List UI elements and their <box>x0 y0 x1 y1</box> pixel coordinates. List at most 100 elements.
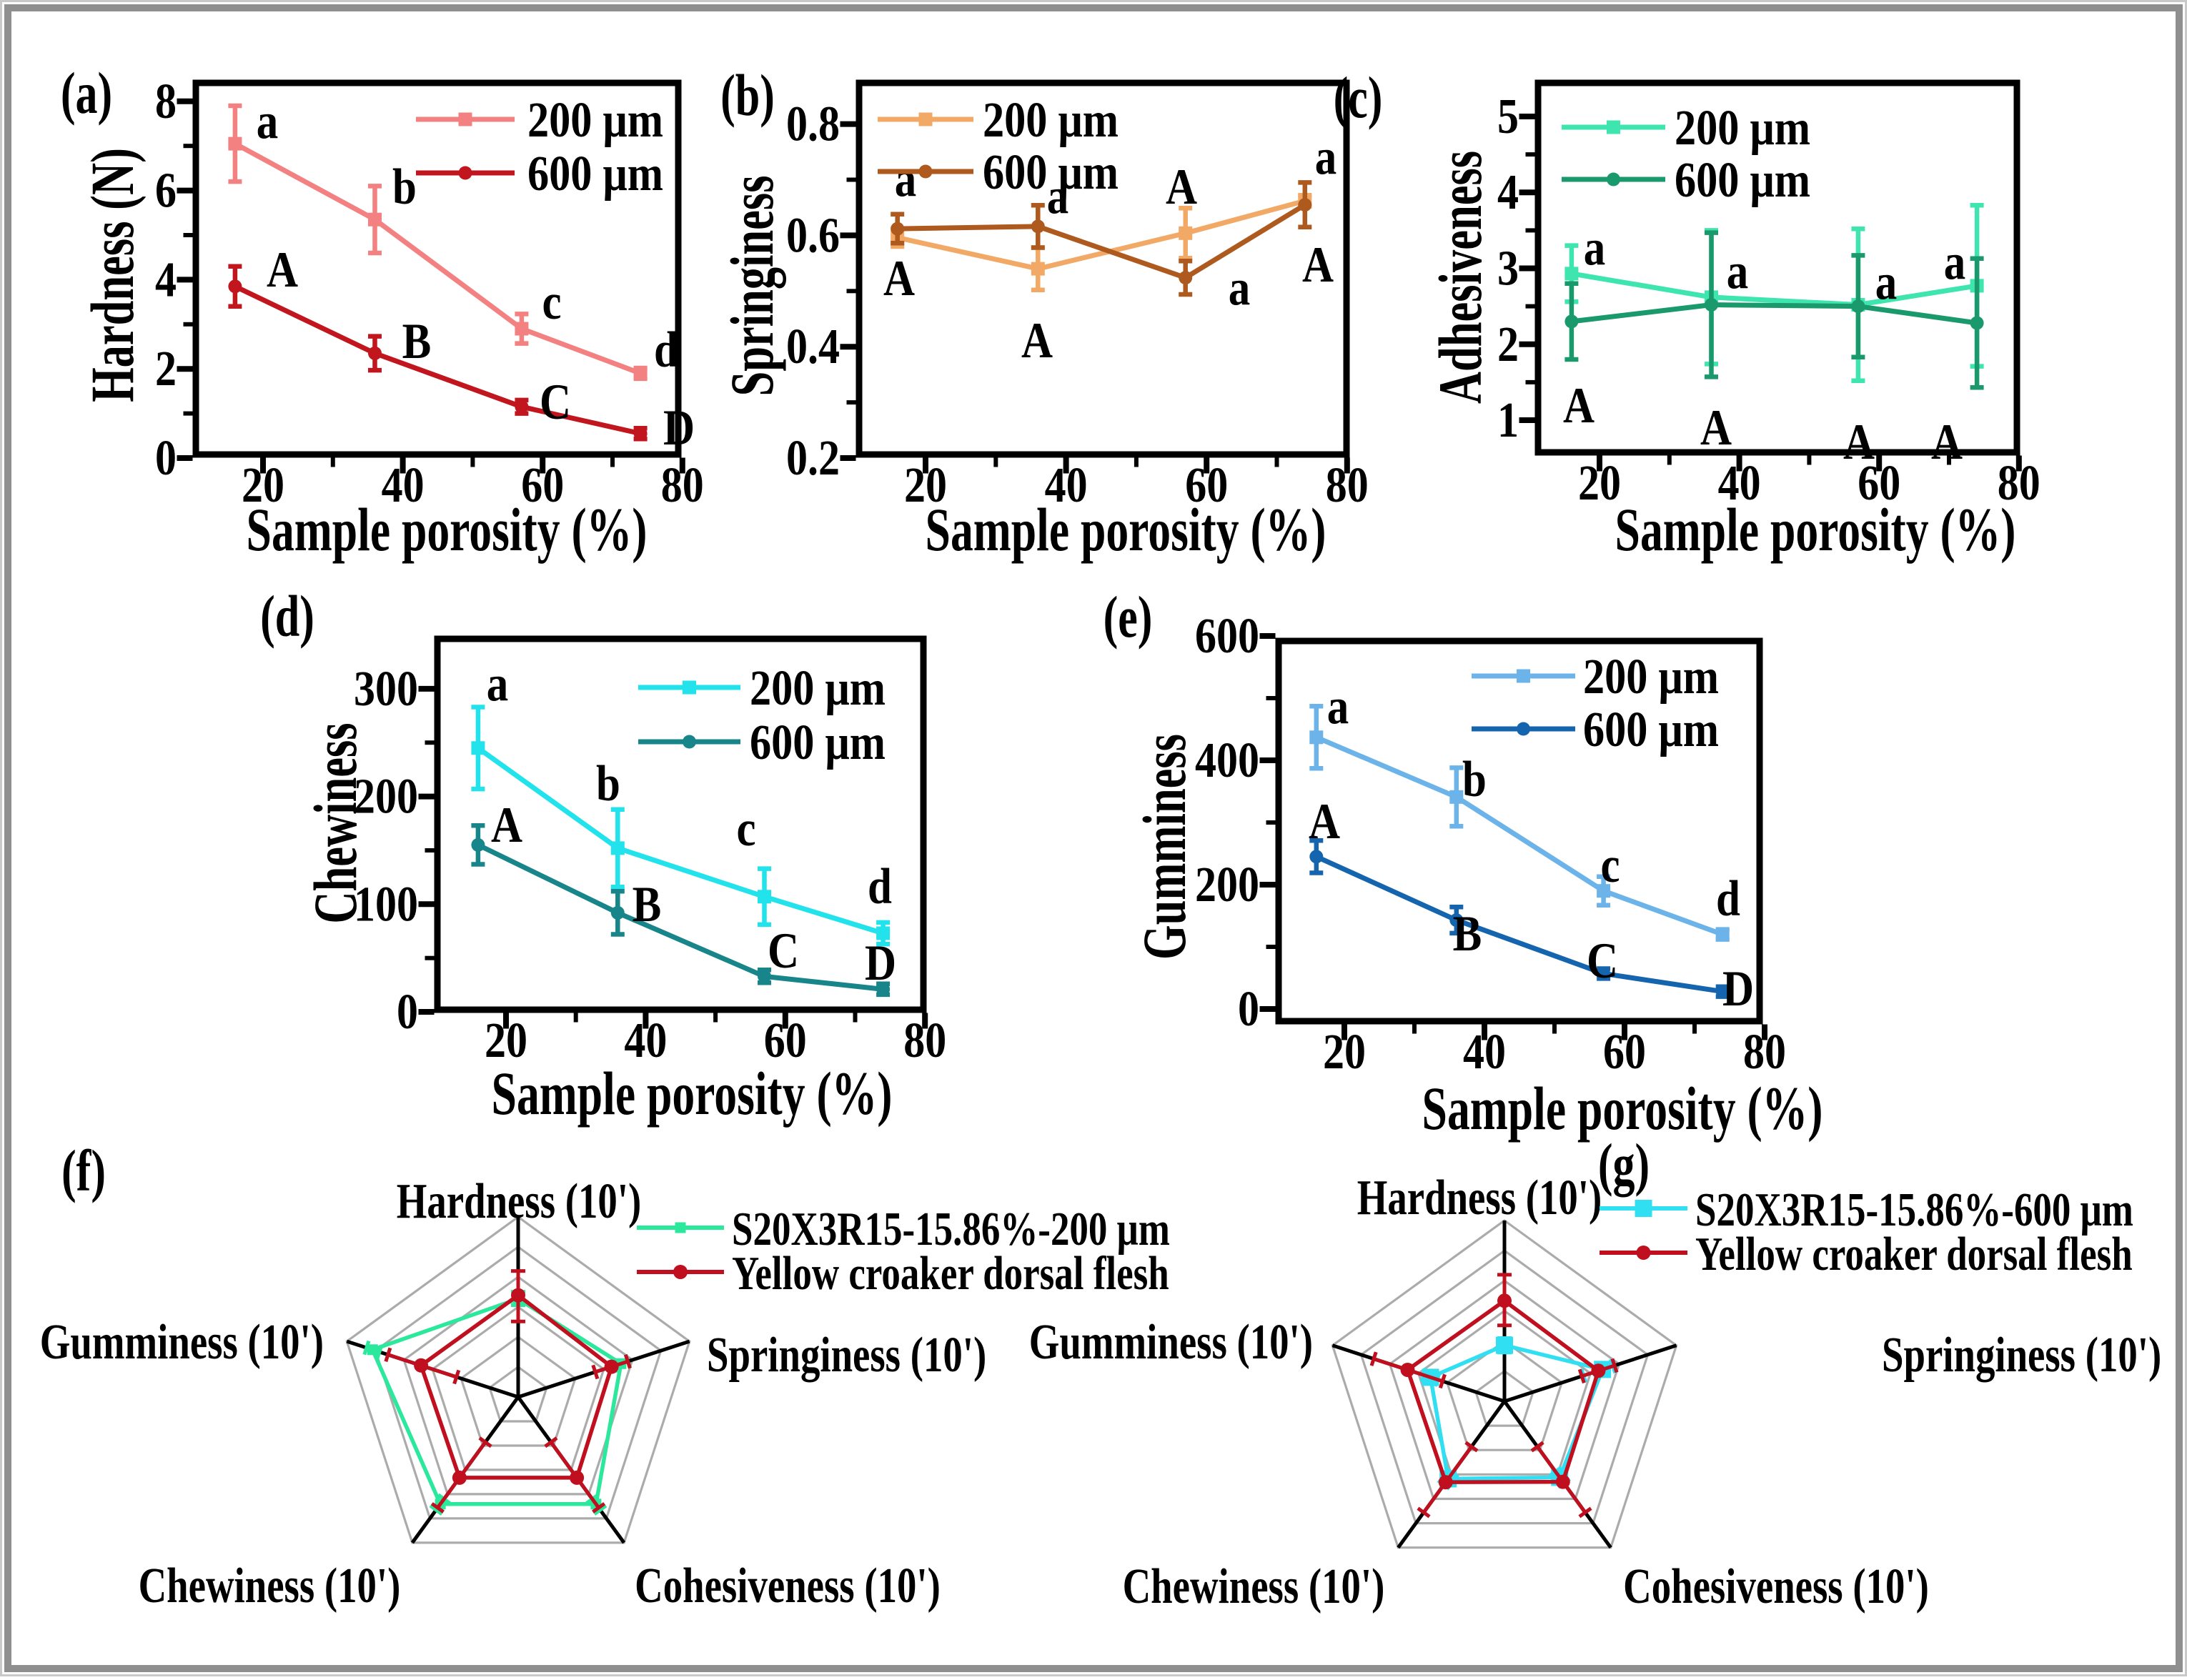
svg-text:Chewiness: Chewiness <box>302 722 370 923</box>
svg-text:20: 20 <box>1323 1025 1366 1080</box>
svg-text:Hardness (N): Hardness (N) <box>79 148 147 402</box>
svg-text:(d): (d) <box>260 583 314 649</box>
svg-text:6: 6 <box>155 163 177 218</box>
svg-text:A: A <box>883 251 915 307</box>
svg-text:60: 60 <box>1603 1025 1646 1080</box>
svg-text:c: c <box>736 801 755 857</box>
svg-text:A: A <box>1931 414 1963 470</box>
svg-text:a: a <box>487 656 508 712</box>
svg-text:20: 20 <box>904 458 947 513</box>
svg-text:0.2: 0.2 <box>786 431 840 486</box>
svg-text:a: a <box>895 151 916 207</box>
svg-text:(e): (e) <box>1104 584 1153 650</box>
svg-text:a: a <box>1327 679 1349 735</box>
svg-text:A: A <box>491 797 522 853</box>
svg-text:100: 100 <box>354 877 418 932</box>
svg-text:200 μm: 200 μm <box>1583 650 1719 705</box>
svg-text:40: 40 <box>1463 1025 1506 1080</box>
svg-text:C: C <box>540 374 571 430</box>
svg-text:d: d <box>1716 871 1740 927</box>
svg-text:Sample porosity (%): Sample porosity (%) <box>247 497 648 564</box>
svg-text:Sample porosity (%): Sample porosity (%) <box>926 497 1326 564</box>
svg-text:Yellow croaker dorsal flesh: Yellow croaker dorsal flesh <box>732 1247 1169 1300</box>
svg-text:8: 8 <box>155 74 177 129</box>
svg-text:600 μm: 600 μm <box>527 146 663 202</box>
svg-text:200: 200 <box>1195 858 1259 913</box>
svg-text:a: a <box>1727 244 1748 299</box>
svg-text:A: A <box>1166 159 1197 215</box>
svg-text:20: 20 <box>242 458 284 513</box>
svg-text:D: D <box>1722 961 1754 1017</box>
svg-text:a: a <box>1875 254 1897 310</box>
svg-text:300: 300 <box>354 662 418 717</box>
svg-text:Cohesiveness (10'): Cohesiveness (10') <box>1623 1559 1929 1614</box>
svg-text:Sample porosity (%): Sample porosity (%) <box>1422 1075 1823 1143</box>
svg-text:Gumminess (10'): Gumminess (10') <box>40 1314 324 1370</box>
svg-text:d: d <box>654 322 678 378</box>
svg-text:Chewiness (10'): Chewiness (10') <box>1123 1559 1385 1614</box>
svg-text:0.4: 0.4 <box>786 319 840 374</box>
svg-text:(g): (g) <box>1598 1131 1650 1197</box>
svg-text:2: 2 <box>155 342 177 397</box>
svg-text:40: 40 <box>382 458 425 513</box>
svg-text:a: a <box>1047 169 1068 224</box>
svg-text:200: 200 <box>354 769 418 824</box>
svg-text:C: C <box>1587 933 1618 989</box>
svg-text:80: 80 <box>1326 458 1369 513</box>
svg-text:5: 5 <box>1497 89 1519 144</box>
svg-text:a: a <box>1315 129 1336 185</box>
svg-text:40: 40 <box>1718 456 1761 511</box>
svg-text:(b): (b) <box>720 62 775 128</box>
svg-text:Yellow croaker dorsal flesh: Yellow croaker dorsal flesh <box>1695 1228 2133 1281</box>
svg-text:80: 80 <box>661 458 704 513</box>
svg-text:0: 0 <box>1238 982 1259 1037</box>
svg-text:3: 3 <box>1497 241 1519 296</box>
svg-text:C: C <box>768 923 799 979</box>
svg-text:40: 40 <box>1045 458 1088 513</box>
svg-text:Cohesiveness (10'): Cohesiveness (10') <box>635 1558 941 1614</box>
svg-text:0.6: 0.6 <box>786 208 840 263</box>
svg-text:4: 4 <box>155 252 177 307</box>
svg-text:4: 4 <box>1497 165 1519 220</box>
svg-text:80: 80 <box>1743 1025 1786 1080</box>
svg-text:200 μm: 200 μm <box>983 93 1119 148</box>
svg-text:1: 1 <box>1497 393 1519 448</box>
svg-text:Gumminess: Gumminess <box>1131 734 1199 960</box>
svg-text:D: D <box>663 400 695 456</box>
svg-text:(f): (f) <box>61 1138 106 1203</box>
svg-text:60: 60 <box>521 458 564 513</box>
svg-text:200 μm: 200 μm <box>750 661 886 716</box>
svg-text:c: c <box>542 274 561 330</box>
svg-text:D: D <box>865 935 896 991</box>
svg-text:0: 0 <box>155 431 177 486</box>
svg-text:a: a <box>1944 234 1965 290</box>
svg-text:80: 80 <box>903 1013 946 1068</box>
svg-text:60: 60 <box>1858 456 1900 511</box>
svg-text:600 μm: 600 μm <box>983 145 1119 200</box>
svg-text:0: 0 <box>397 985 418 1040</box>
svg-text:b: b <box>392 159 417 215</box>
svg-text:B: B <box>402 314 432 369</box>
svg-text:a: a <box>1229 260 1250 316</box>
svg-text:(c): (c) <box>1334 64 1383 130</box>
svg-text:Adhesiveness: Adhesiveness <box>1427 151 1495 404</box>
svg-text:a: a <box>257 94 278 149</box>
svg-text:20: 20 <box>1578 456 1621 511</box>
svg-text:B: B <box>1453 906 1482 962</box>
svg-text:Sample porosity (%): Sample porosity (%) <box>492 1060 893 1128</box>
svg-text:200 μm: 200 μm <box>527 93 663 148</box>
svg-text:A: A <box>1563 378 1595 434</box>
svg-text:A: A <box>1302 237 1334 293</box>
svg-text:20: 20 <box>485 1013 527 1068</box>
svg-text:c: c <box>1600 837 1620 893</box>
svg-text:A: A <box>1843 414 1875 470</box>
svg-text:600 μm: 600 μm <box>1583 702 1719 757</box>
svg-text:60: 60 <box>764 1013 807 1068</box>
svg-text:Hardness (10'): Hardness (10') <box>1357 1170 1602 1226</box>
svg-text:A: A <box>267 242 298 298</box>
svg-text:B: B <box>633 877 662 933</box>
svg-text:600 μm: 600 μm <box>1675 153 1810 208</box>
svg-text:600: 600 <box>1195 609 1259 664</box>
svg-text:b: b <box>1462 752 1487 807</box>
svg-text:Springiness: Springiness <box>719 175 787 396</box>
